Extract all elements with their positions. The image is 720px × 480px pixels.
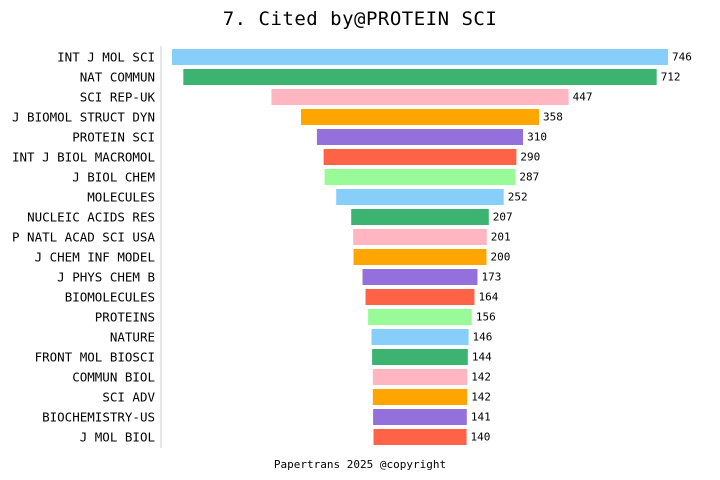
category-label: BIOCHEMISTRY-US (42, 410, 155, 425)
bar (373, 409, 467, 425)
value-label: 200 (491, 251, 511, 264)
category-label: INT J MOL SCI (57, 50, 155, 65)
category-label: J PHYS CHEM B (57, 270, 155, 285)
category-label: NATURE (110, 330, 155, 345)
category-label: MOLECULES (87, 190, 155, 205)
category-label: NAT COMMUN (80, 70, 155, 85)
value-label: 287 (519, 171, 539, 184)
category-label: BIOMOLECULES (65, 290, 155, 305)
bar (373, 429, 467, 445)
value-label: 173 (482, 271, 502, 284)
category-label: PROTEIN SCI (72, 130, 155, 145)
value-label: 712 (661, 71, 681, 84)
value-label: 252 (508, 191, 528, 204)
value-label: 141 (471, 411, 491, 424)
bar (324, 169, 516, 185)
value-label: 140 (471, 431, 491, 444)
bar (372, 369, 468, 385)
value-label: 447 (573, 91, 593, 104)
value-label: 290 (520, 151, 540, 164)
value-label: 142 (471, 371, 491, 384)
value-label: 144 (472, 351, 492, 364)
category-label: PROTEINS (95, 310, 155, 325)
bar (316, 129, 523, 145)
category-label: NUCLEIC ACIDS RES (27, 210, 155, 225)
category-label: J BIOL CHEM (72, 170, 155, 185)
value-label: 358 (543, 111, 563, 124)
category-label: J BIOMOL STRUCT DYN (12, 110, 155, 125)
category-label: SCI ADV (102, 390, 155, 405)
value-label: 164 (479, 291, 499, 304)
bar (172, 49, 668, 65)
bar (353, 249, 487, 265)
bar (323, 149, 517, 165)
value-labels: 746 712 447 358 310 290 287 252 207 201 200 173 164 1… (471, 51, 692, 444)
value-label: 207 (493, 211, 513, 224)
chart-title: 7. Cited by@PROTEIN SCI (222, 8, 498, 30)
value-label: 201 (491, 231, 511, 244)
category-label: J CHEM INF MODEL (35, 250, 155, 265)
bar (362, 269, 478, 285)
category-label: J MOL BIOL (80, 430, 155, 445)
category-labels: INT J MOL SCI NAT COMMUN SCI REP-UK J BIOMO… (12, 50, 155, 445)
value-label: 156 (476, 311, 496, 324)
value-label: 146 (473, 331, 493, 344)
category-label: COMMUN BIOL (72, 370, 155, 385)
bar (365, 289, 475, 305)
bar (301, 109, 539, 125)
bar (371, 329, 469, 345)
bar (336, 189, 504, 205)
category-label: SCI REP-UK (80, 90, 156, 105)
bar (351, 209, 489, 225)
bar (353, 229, 487, 245)
value-label: 746 (672, 51, 692, 64)
category-label: FRONT MOL BIOSCI (35, 350, 155, 365)
category-label: INT J BIOL MACROMOL (12, 150, 155, 165)
bars-layer (172, 49, 668, 445)
bar (372, 389, 468, 405)
value-label: 142 (471, 391, 491, 404)
value-label: 310 (527, 131, 547, 144)
bar (368, 309, 472, 325)
bar (183, 69, 657, 85)
bar (372, 349, 468, 365)
bar (271, 89, 569, 105)
category-label: P NATL ACAD SCI USA (12, 230, 155, 245)
chart-footer: Papertrans 2025 @copyright (273, 458, 447, 471)
